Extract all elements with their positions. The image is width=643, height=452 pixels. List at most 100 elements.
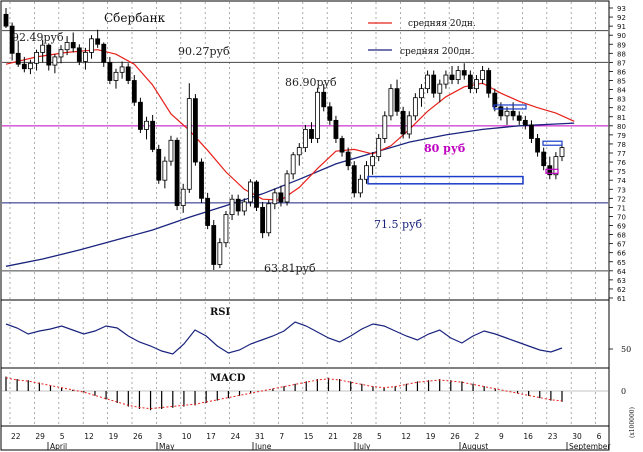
legend-ma200-label: средняя 200дн. [400, 47, 474, 57]
target-box [542, 140, 563, 146]
candle-body [186, 98, 192, 190]
candle-body [449, 74, 455, 80]
date-tick-label: 17 [206, 432, 216, 441]
candle-body [351, 165, 357, 194]
candle-body [21, 63, 27, 70]
candle-body [498, 106, 504, 117]
price-tick-label: 86 [617, 68, 626, 76]
candle-body [113, 71, 119, 81]
price-tick-label: 91 [617, 23, 626, 31]
date-tick-label: 10 [182, 432, 192, 441]
candle-body [278, 192, 284, 203]
price-tick-label: 65 [617, 259, 626, 267]
month-label: July [356, 442, 371, 451]
candle-body [425, 74, 430, 90]
resistance-box [493, 104, 527, 110]
date-tick-label: 9 [499, 432, 504, 441]
month-label: April [50, 442, 67, 451]
price-tick-label: 63 [617, 277, 626, 285]
price-tick-label: 83 [617, 96, 626, 104]
candle-body [467, 74, 473, 90]
candle-body [95, 38, 101, 45]
candle-body [504, 110, 510, 117]
candle-body [193, 98, 198, 163]
candle-body [229, 198, 235, 216]
candle-body [529, 124, 534, 139]
candle-body [76, 47, 82, 62]
price-tick-label: 89 [617, 41, 626, 49]
price-tick-label: 87 [617, 59, 626, 67]
annotation-high: 92.49руб [12, 31, 64, 44]
candle-body [150, 120, 156, 150]
candle-body [345, 151, 351, 167]
price-tick-label: 74 [617, 177, 626, 185]
candle-body [235, 198, 241, 212]
price-tick-label: 85 [617, 78, 626, 86]
candle-body [474, 79, 479, 90]
candle-body [559, 147, 565, 158]
rsi-tick-50: 50 [621, 345, 631, 354]
candle-body [180, 188, 186, 206]
month-label: June [254, 442, 272, 451]
candle-body [522, 119, 528, 126]
candle-body [339, 138, 345, 153]
rsi-label: RSI [210, 307, 231, 318]
candle-body [266, 203, 272, 234]
level-label-80: 80 руб [424, 142, 465, 155]
candle-body [376, 138, 382, 158]
macd-panel [0, 367, 610, 427]
level-label-71: 71.5 руб [374, 218, 423, 231]
date-tick-label: 12 [401, 432, 411, 441]
date-tick-label: 23 [548, 432, 558, 441]
chart-title: Сбербанк [104, 11, 166, 25]
candle-body [168, 139, 174, 162]
candle-body [321, 91, 327, 108]
candle-body [131, 80, 137, 103]
price-tick-label: 84 [617, 87, 626, 95]
candle-body [302, 129, 308, 148]
candle-body [370, 156, 375, 167]
candle-body [199, 161, 204, 199]
legend-ma20-label: средняя 20дн. [408, 19, 476, 29]
candle-body [101, 43, 107, 63]
support-box [367, 175, 524, 185]
price-tick-label: 77 [617, 150, 626, 158]
month-label: September [569, 442, 611, 451]
candle-body [15, 52, 21, 65]
candle-body [394, 88, 400, 112]
date-tick-label: 7 [279, 432, 284, 441]
candle-body [144, 120, 149, 130]
candle-body [541, 151, 547, 167]
candle-body [492, 92, 498, 108]
candle-body [357, 178, 363, 194]
date-tick-label: 28 [353, 432, 363, 441]
price-tick-label: 72 [617, 195, 626, 203]
candle-body [296, 147, 302, 156]
candle-body [162, 160, 168, 181]
candle-body [400, 110, 406, 135]
rsi-line [5, 321, 563, 355]
price-tick-label: 61 [617, 295, 626, 303]
candle-body [309, 129, 314, 139]
level-label-87: 86.90руб [285, 76, 337, 89]
date-tick-label: 24 [231, 432, 241, 441]
date-tick-label: 16 [523, 432, 533, 441]
candle-body [419, 88, 424, 99]
month-label: August [462, 442, 488, 451]
macd-tick-0: 0 [621, 387, 626, 396]
candle-body [388, 88, 394, 117]
candle-body [46, 44, 52, 66]
candle-body [284, 173, 290, 203]
macd-signal-line [5, 377, 563, 410]
date-tick-label: 15 [304, 432, 314, 441]
price-tick-label: 90 [617, 32, 626, 40]
volume-axis-label: (x100000) [629, 407, 636, 438]
date-tick-label: 2 [475, 432, 480, 441]
candle-body [382, 115, 388, 139]
price-tick-label: 66 [617, 250, 626, 258]
candle-body [455, 70, 461, 80]
price-tick-label: 82 [617, 105, 626, 113]
candle-body [547, 165, 553, 176]
price-tick-label: 67 [617, 241, 626, 249]
date-tick-label: 3 [157, 432, 162, 441]
